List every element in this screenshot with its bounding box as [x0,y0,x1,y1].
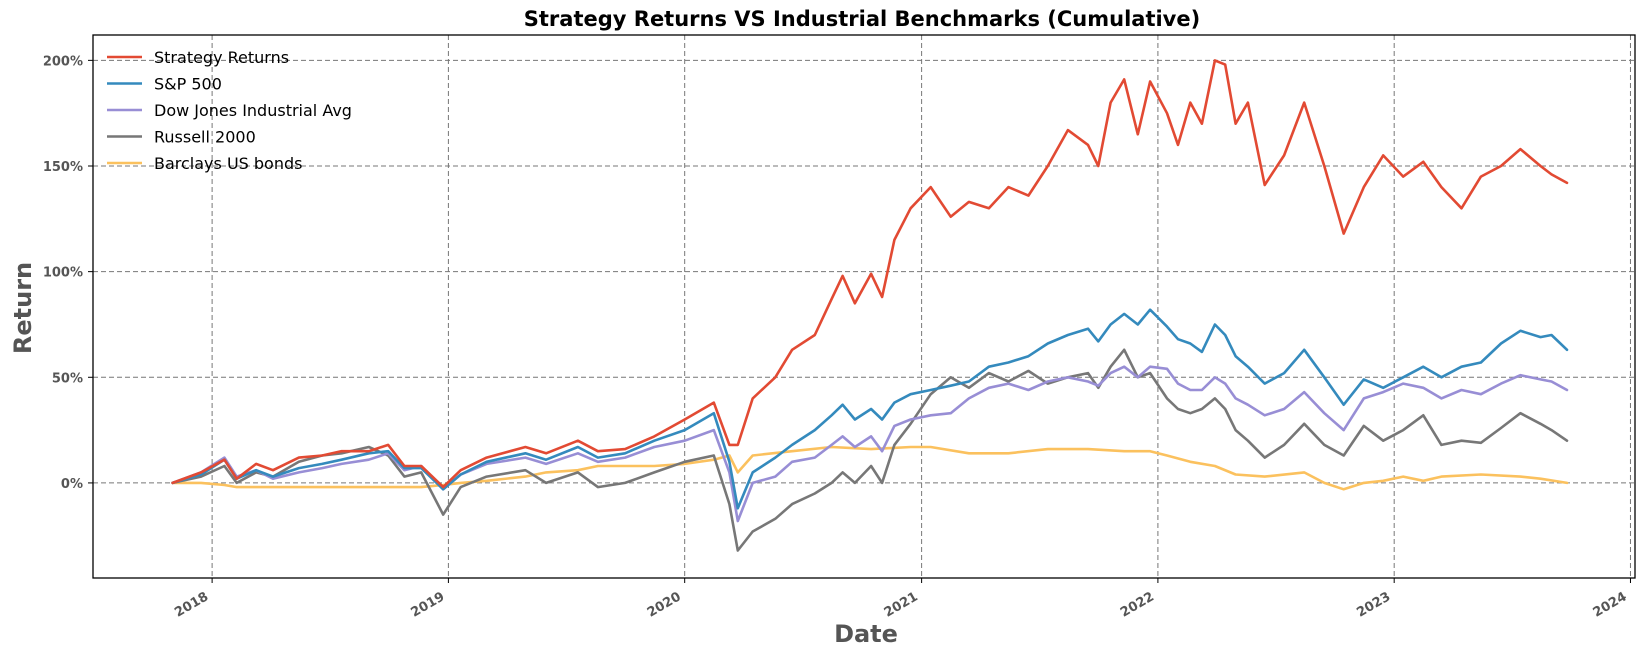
series-line-1 [171,308,1569,510]
x-tick-label: 2020 [645,589,684,620]
plot-area [171,59,1569,552]
x-axis-label: Date [834,620,898,648]
y-tick-label: 50% [52,371,83,386]
y-tick-label: 200% [43,54,83,69]
x-tick-label: 2023 [1354,589,1393,620]
x-tick-label: 2024 [1591,589,1630,620]
x-axis: 2018 2019 2020 2021 2022 2023 2024 [172,578,1631,621]
legend: Strategy Returns S&P 500 Dow Jones Industr… [107,48,352,173]
x-tick-label: 2019 [409,589,448,620]
y-tick-label: 100% [43,266,83,281]
grid-lines [93,35,1635,578]
x-tick-label: 2021 [882,589,921,620]
series-line-0 [171,59,1569,489]
y-axis: 0% 50% 100% 150% 200% [43,54,93,492]
series-line-3 [171,348,1569,552]
legend-label: S&P 500 [154,75,222,94]
legend-label: Strategy Returns [154,48,289,67]
legend-label: Barclays US bonds [154,154,302,173]
legend-label: Russell 2000 [154,128,256,147]
x-tick-label: 2022 [1118,589,1157,620]
y-tick-label: 150% [43,160,83,175]
legend-label: Dow Jones Industrial Avg [154,101,352,120]
plot-frame [92,34,1636,579]
x-tick-label: 2018 [172,589,211,620]
y-axis-label: Return [9,262,37,354]
chart-title: Strategy Returns VS Industrial Benchmark… [524,7,1200,31]
y-tick-label: 0% [61,477,83,492]
series-line-2 [171,365,1569,523]
